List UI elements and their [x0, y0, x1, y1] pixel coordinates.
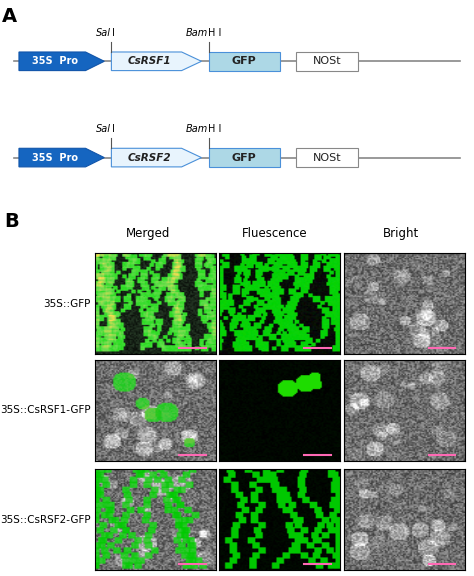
- Polygon shape: [19, 148, 104, 167]
- Text: Fluescence: Fluescence: [242, 227, 308, 240]
- Text: NOSt: NOSt: [313, 153, 341, 162]
- Text: GFP: GFP: [232, 56, 256, 66]
- Text: CsRSF1: CsRSF1: [128, 56, 171, 66]
- Text: H I: H I: [208, 124, 221, 134]
- Text: 35S  Pro: 35S Pro: [32, 153, 78, 162]
- Text: Sal: Sal: [96, 28, 111, 38]
- FancyBboxPatch shape: [209, 52, 280, 71]
- Text: GFP: GFP: [232, 153, 256, 162]
- Text: Sal: Sal: [96, 124, 111, 134]
- Text: Bam: Bam: [185, 124, 208, 134]
- Text: Merged: Merged: [127, 227, 171, 240]
- Polygon shape: [19, 52, 104, 71]
- Text: Bright: Bright: [383, 227, 419, 240]
- Text: 35S::CsRSF2-GFP: 35S::CsRSF2-GFP: [0, 515, 90, 525]
- Text: 35S::CsRSF1-GFP: 35S::CsRSF1-GFP: [0, 406, 90, 415]
- Text: 35S  Pro: 35S Pro: [32, 56, 78, 66]
- Text: A: A: [2, 6, 18, 25]
- Text: CsRSF2: CsRSF2: [128, 153, 171, 162]
- FancyBboxPatch shape: [209, 148, 280, 167]
- FancyBboxPatch shape: [296, 148, 358, 167]
- Polygon shape: [111, 148, 201, 167]
- Text: NOSt: NOSt: [313, 56, 341, 66]
- FancyBboxPatch shape: [296, 52, 358, 71]
- Polygon shape: [111, 52, 201, 71]
- Text: 35S::GFP: 35S::GFP: [43, 299, 90, 309]
- Text: B: B: [5, 213, 19, 231]
- Text: I: I: [112, 28, 115, 38]
- Text: H I: H I: [208, 28, 221, 38]
- Text: I: I: [112, 124, 115, 134]
- Text: Bam: Bam: [185, 28, 208, 38]
